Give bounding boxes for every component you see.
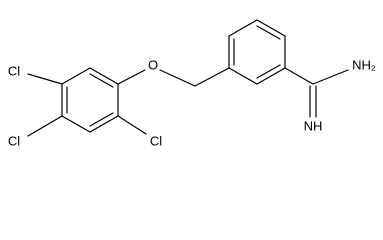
double-bond-inner (256, 25, 281, 40)
structure-diagram: Cl Cl Cl O NH₂ NH (8, 19, 376, 148)
bond (89, 115, 119, 133)
bond (27, 73, 63, 85)
bond (312, 69, 349, 85)
double-bond-inner (89, 112, 114, 127)
atom-label: Cl (8, 133, 20, 148)
bonds (27, 19, 349, 137)
bond (61, 67, 91, 85)
bond (27, 115, 63, 137)
bond (256, 67, 286, 85)
bond (159, 69, 196, 87)
bond (284, 67, 314, 85)
bond (256, 19, 286, 37)
bond (117, 115, 147, 135)
bond (61, 115, 91, 133)
double-bond-inner (89, 73, 114, 88)
bond (228, 67, 258, 85)
atom-label: NH₂ (352, 57, 376, 72)
bond (117, 69, 146, 85)
bond (89, 67, 119, 85)
bond (194, 67, 230, 87)
atom-label: Cl (150, 133, 162, 148)
atom-label: NH (304, 118, 323, 133)
double-bond-inner (256, 64, 281, 79)
atom-label: O (148, 57, 158, 72)
page: {"atoms": ["Cl", "Cl", "Cl", "O", "NH₂",… (7, 19, 376, 149)
atom-label: Cl (8, 63, 20, 78)
bond (228, 19, 258, 37)
